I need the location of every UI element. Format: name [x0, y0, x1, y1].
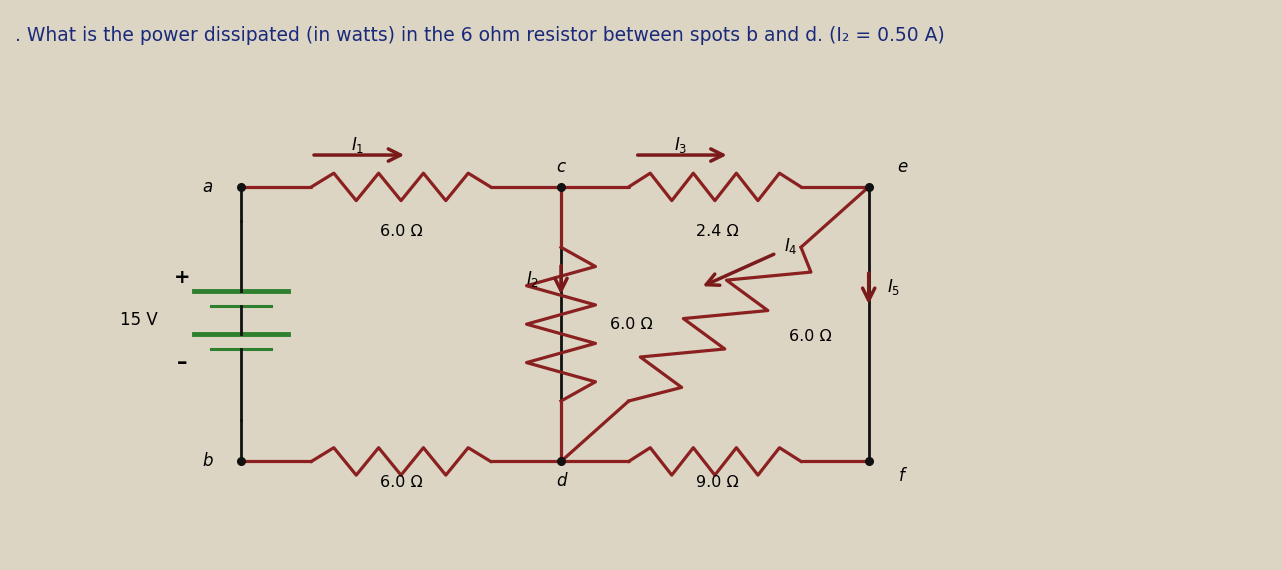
- Text: $I_4$: $I_4$: [785, 236, 797, 256]
- Text: f: f: [899, 467, 905, 485]
- Text: d: d: [556, 472, 567, 490]
- Text: 6.0 Ω: 6.0 Ω: [379, 223, 422, 239]
- Text: $I_1$: $I_1$: [351, 135, 364, 155]
- Text: $I_3$: $I_3$: [673, 135, 687, 155]
- Text: b: b: [203, 453, 213, 470]
- Text: . What is the power dissipated (in watts) in the 6 ohm resistor between spots b : . What is the power dissipated (in watts…: [15, 26, 945, 44]
- Text: e: e: [897, 158, 908, 176]
- Text: 9.0 Ω: 9.0 Ω: [696, 475, 738, 490]
- Text: 2.4 Ω: 2.4 Ω: [696, 223, 738, 239]
- Text: 6.0 Ω: 6.0 Ω: [379, 475, 422, 490]
- Text: 6.0 Ω: 6.0 Ω: [610, 317, 653, 332]
- Text: 15 V: 15 V: [119, 311, 158, 329]
- Text: $I_5$: $I_5$: [887, 278, 900, 298]
- Text: +: +: [173, 268, 190, 287]
- Text: –: –: [177, 353, 187, 373]
- Text: c: c: [556, 158, 565, 176]
- Text: a: a: [203, 178, 213, 196]
- Text: 6.0 Ω: 6.0 Ω: [788, 329, 832, 344]
- Text: $I_2$: $I_2$: [526, 268, 540, 288]
